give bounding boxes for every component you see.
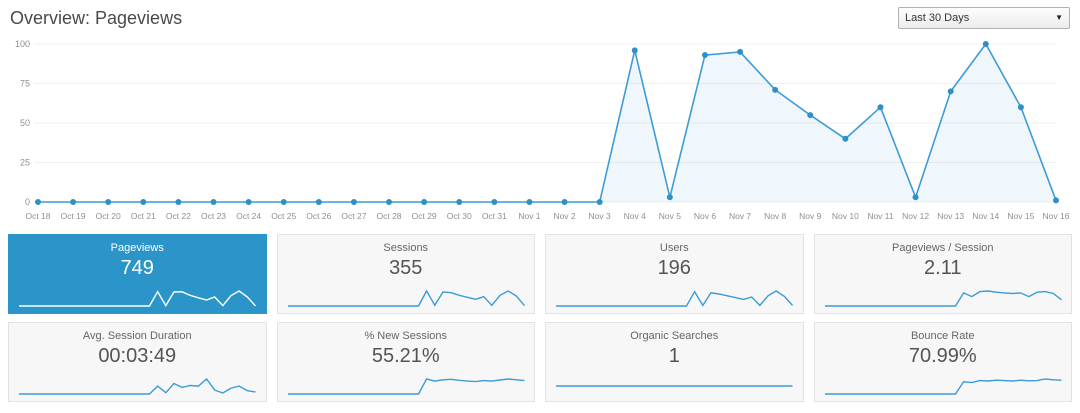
- page-title: Overview: Pageviews: [10, 7, 183, 28]
- stats-grid: Pageviews 749 Sessions 355 Users 196 Pag…: [0, 234, 1080, 402]
- stat-box-bounce-rate[interactable]: Bounce Rate 70.99%: [813, 322, 1072, 402]
- stat-box-avg-session-duration[interactable]: Avg. Session Duration 00:03:49: [8, 322, 267, 402]
- stat-label: Pageviews: [110, 242, 164, 254]
- sparkline-chart: [19, 377, 256, 395]
- stat-label: Organic Searches: [630, 330, 719, 342]
- svg-text:Oct 25: Oct 25: [271, 211, 296, 221]
- pageviews-chart: 0 25 50 75 100 Oct 18 Oct 19 Oct 20 Oct 21 Oct 22…: [8, 34, 1072, 228]
- svg-text:Nov 6: Nov 6: [694, 211, 716, 221]
- stat-label: Avg. Session Duration: [82, 330, 192, 342]
- svg-text:50: 50: [20, 118, 30, 128]
- stat-label: % New Sessions: [364, 330, 448, 342]
- date-range-select[interactable]: Last 30 Days ▼: [898, 7, 1070, 29]
- stat-label: Users: [659, 242, 689, 254]
- svg-text:Oct 28: Oct 28: [377, 211, 402, 221]
- svg-text:Nov 12: Nov 12: [902, 211, 929, 221]
- sparkline-chart: [556, 385, 793, 387]
- stat-value: 196: [657, 257, 691, 279]
- sparkline-chart: [287, 378, 525, 395]
- svg-text:Nov 13: Nov 13: [937, 211, 964, 221]
- stat-label: Sessions: [383, 242, 429, 254]
- stat-value: 1: [668, 345, 680, 367]
- svg-text:Oct 26: Oct 26: [306, 211, 331, 221]
- svg-text:Nov 1: Nov 1: [518, 211, 540, 221]
- svg-text:Nov 2: Nov 2: [553, 211, 575, 221]
- sparkline-chart: [824, 290, 1062, 307]
- svg-text:Oct 23: Oct 23: [201, 211, 226, 221]
- stat-value: 00:03:49: [98, 345, 177, 367]
- svg-text:Nov 16: Nov 16: [1043, 211, 1070, 221]
- stat-label: Bounce Rate: [910, 330, 975, 342]
- svg-text:Oct 31: Oct 31: [482, 211, 507, 221]
- svg-text:Nov 14: Nov 14: [972, 211, 999, 221]
- svg-text:Oct 18: Oct 18: [25, 211, 50, 221]
- stat-box-sessions[interactable]: Sessions 355: [276, 234, 535, 314]
- stat-value: 70.99%: [908, 345, 977, 367]
- svg-text:75: 75: [20, 79, 30, 89]
- stat-box-pageviews-per-session[interactable]: Pageviews / Session 2.11: [813, 234, 1072, 314]
- header: Overview: Pageviews Last 30 Days ▼: [0, 0, 1080, 32]
- svg-text:Nov 4: Nov 4: [624, 211, 646, 221]
- stat-box-pageviews[interactable]: Pageviews 749: [8, 234, 267, 314]
- svg-text:Oct 20: Oct 20: [96, 211, 121, 221]
- stat-box-users[interactable]: Users 196: [545, 234, 804, 314]
- svg-text:Nov 15: Nov 15: [1007, 211, 1034, 221]
- sparkline-chart: [287, 289, 525, 307]
- stat-box-new-sessions[interactable]: % New Sessions 55.21%: [276, 322, 535, 402]
- svg-text:Oct 24: Oct 24: [236, 211, 261, 221]
- svg-text:Oct 27: Oct 27: [341, 211, 366, 221]
- svg-text:Nov 3: Nov 3: [589, 211, 611, 221]
- svg-text:Oct 30: Oct 30: [447, 211, 472, 221]
- svg-text:Nov 8: Nov 8: [764, 211, 786, 221]
- stat-box-organic-searches[interactable]: Organic Searches 1: [545, 322, 804, 402]
- svg-text:Nov 10: Nov 10: [832, 211, 859, 221]
- svg-text:0: 0: [25, 197, 30, 207]
- stat-value: 749: [120, 257, 154, 279]
- stat-value: 355: [389, 257, 423, 279]
- svg-text:Oct 19: Oct 19: [61, 211, 86, 221]
- svg-text:Oct 22: Oct 22: [166, 211, 191, 221]
- svg-text:Nov 9: Nov 9: [799, 211, 821, 221]
- sparkline-chart: [556, 290, 794, 307]
- svg-text:Nov 11: Nov 11: [867, 211, 894, 221]
- date-range-value: Last 30 Days: [905, 12, 970, 24]
- sparkline-chart: [824, 378, 1062, 395]
- svg-text:25: 25: [20, 158, 30, 168]
- svg-text:Oct 21: Oct 21: [131, 211, 156, 221]
- svg-text:Nov 5: Nov 5: [659, 211, 681, 221]
- pageviews-line-chart: 0 25 50 75 100 Oct 18 Oct 19 Oct 20 Oct 21 Oct 22…: [15, 39, 1070, 221]
- svg-text:Nov 7: Nov 7: [729, 211, 751, 221]
- sparkline-chart: [19, 290, 257, 307]
- stat-value: 2.11: [924, 257, 962, 279]
- svg-text:100: 100: [15, 39, 30, 49]
- svg-text:Oct 29: Oct 29: [412, 211, 437, 221]
- chevron-down-icon: ▼: [1055, 13, 1063, 22]
- stat-value: 55.21%: [371, 345, 440, 367]
- stat-label: Pageviews / Session: [892, 242, 994, 254]
